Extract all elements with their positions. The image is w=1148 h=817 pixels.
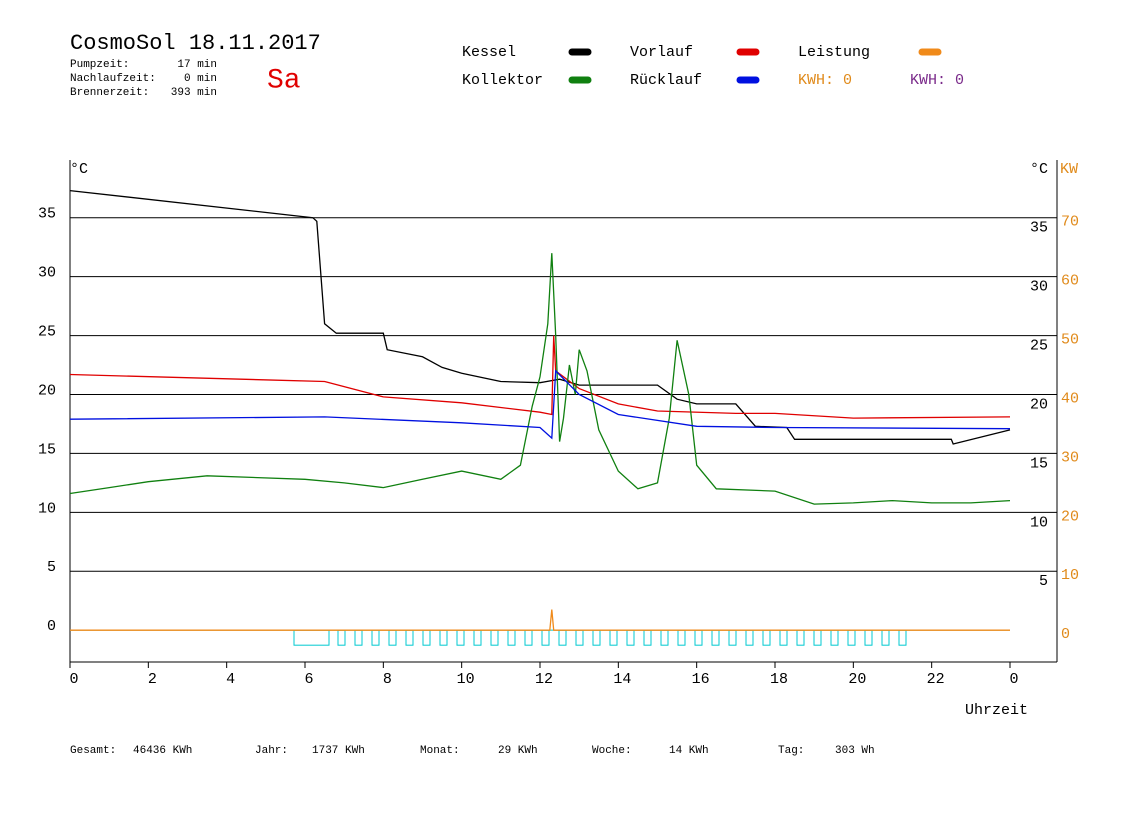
x-tick-label: 0 bbox=[1009, 671, 1018, 688]
footer-label: Monat: bbox=[420, 745, 460, 757]
y-right-tick-label: 35 bbox=[1030, 220, 1048, 237]
footer-value: 46436 KWh bbox=[133, 745, 192, 757]
x-tick-label: 22 bbox=[927, 671, 945, 688]
footer-value: 303 Wh bbox=[835, 745, 875, 757]
y-tick-label: 0 bbox=[47, 618, 56, 635]
footer-label: Woche: bbox=[592, 745, 632, 757]
y2-tick-label: 10 bbox=[1061, 567, 1079, 584]
x-tick-label: 8 bbox=[383, 671, 392, 688]
y2-tick-label: 30 bbox=[1061, 449, 1079, 466]
y-tick-label: 25 bbox=[38, 324, 56, 341]
y-tick-label: 10 bbox=[38, 500, 56, 517]
series-line bbox=[69, 369, 1011, 440]
legend-label: Rücklauf bbox=[630, 72, 702, 89]
x-tick-label: 10 bbox=[457, 671, 475, 688]
y2-tick-label: 0 bbox=[1061, 626, 1070, 643]
y-axis-label: °C bbox=[70, 161, 88, 178]
x-tick-label: 12 bbox=[535, 671, 553, 688]
legend-label: Kessel bbox=[462, 44, 516, 61]
x-tick-label: 14 bbox=[613, 671, 631, 688]
x-axis-label: Uhrzeit bbox=[965, 702, 1028, 719]
y-tick-label: 35 bbox=[38, 206, 56, 223]
x-tick-label: 18 bbox=[770, 671, 788, 688]
y-tick-label: 20 bbox=[38, 382, 56, 399]
legend-label: Leistung bbox=[798, 44, 870, 61]
y-right-tick-label: 15 bbox=[1030, 455, 1048, 472]
kwh-label: KWH: 0 bbox=[910, 72, 964, 89]
y2-axis-label: KW bbox=[1060, 161, 1078, 178]
y2-tick-label: 60 bbox=[1061, 273, 1079, 290]
y-tick-label: 15 bbox=[38, 441, 56, 458]
weekday: Sa bbox=[267, 65, 301, 96]
stat-label: Pumpzeit: bbox=[70, 59, 129, 71]
y2-tick-label: 70 bbox=[1061, 214, 1079, 231]
series-line bbox=[70, 609, 1010, 631]
y-right-tick-label: 30 bbox=[1030, 279, 1048, 296]
y-right-tick-label: 25 bbox=[1030, 338, 1048, 355]
footer-value: 1737 KWh bbox=[312, 745, 365, 757]
stat-value: 393 min bbox=[171, 87, 217, 99]
y-right-tick-label: 10 bbox=[1030, 514, 1048, 531]
kwh-label: KWH: 0 bbox=[798, 72, 852, 89]
y2-tick-label: 40 bbox=[1061, 390, 1079, 407]
series-line bbox=[69, 189, 1011, 445]
x-tick-label: 2 bbox=[148, 671, 157, 688]
y2-tick-label: 20 bbox=[1061, 508, 1079, 525]
stat-value: 0 min bbox=[184, 73, 217, 85]
x-tick-label: 16 bbox=[692, 671, 710, 688]
footer-value: 29 KWh bbox=[498, 745, 538, 757]
y2-axis-label-c: °C bbox=[1030, 161, 1048, 178]
footer-label: Tag: bbox=[778, 745, 804, 757]
x-tick-label: 4 bbox=[226, 671, 235, 688]
title: CosmoSol 18.11.2017 bbox=[70, 31, 321, 56]
footer-value: 14 KWh bbox=[669, 745, 709, 757]
legend-label: Vorlauf bbox=[630, 44, 693, 61]
y-right-tick-label: 5 bbox=[1039, 573, 1048, 590]
footer-label: Gesamt: bbox=[70, 745, 116, 757]
footer-label: Jahr: bbox=[255, 745, 288, 757]
series-line bbox=[69, 253, 1011, 505]
y-tick-label: 30 bbox=[38, 265, 56, 282]
stat-label: Brennerzeit: bbox=[70, 87, 149, 99]
x-tick-label: 20 bbox=[848, 671, 866, 688]
x-tick-label: 0 bbox=[69, 671, 78, 688]
y2-tick-label: 50 bbox=[1061, 332, 1079, 349]
legend-label: Kollektor bbox=[462, 72, 543, 89]
stat-value: 17 min bbox=[177, 59, 217, 71]
x-tick-label: 6 bbox=[304, 671, 313, 688]
y-tick-label: 5 bbox=[47, 559, 56, 576]
y-right-tick-label: 20 bbox=[1030, 396, 1048, 413]
stat-label: Nachlaufzeit: bbox=[70, 73, 156, 85]
